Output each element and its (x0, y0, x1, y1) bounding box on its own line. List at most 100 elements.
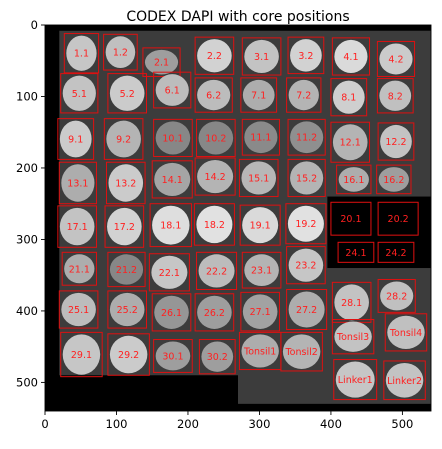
core-tissue (197, 79, 231, 111)
core-box (241, 251, 282, 289)
core-box (196, 118, 236, 158)
core-box (148, 253, 190, 292)
core-tissue (152, 205, 190, 245)
core-box (287, 118, 326, 156)
core-25-1: 25.1 (58, 290, 99, 329)
core-tissue (244, 39, 279, 74)
core-label: 29.1 (71, 350, 92, 361)
core-label: Tonsil2 (284, 347, 317, 358)
core-box (107, 333, 150, 376)
core-tissue (332, 80, 365, 114)
core-box (330, 78, 368, 117)
core-3-2: 3.2 (287, 36, 325, 75)
core-21-1: 21.1 (61, 251, 97, 286)
core-3-1: 3.1 (241, 37, 282, 76)
x-tick-label: 400 (320, 417, 342, 431)
core-label: 18.1 (160, 221, 181, 232)
core-tissue (59, 120, 92, 158)
core-tissue (387, 315, 425, 349)
core-label: 5.1 (72, 89, 87, 100)
core-tissue (290, 161, 324, 195)
core-label: 21.1 (69, 264, 90, 275)
core-box (194, 36, 235, 75)
core-tissue (154, 295, 189, 329)
core-label: 3.1 (254, 52, 269, 63)
core-box (376, 40, 416, 77)
core-label: 7.1 (251, 91, 266, 102)
x-tick-label: 500 (391, 417, 413, 431)
core-label: 23.1 (251, 266, 272, 277)
core-label: 15.2 (296, 173, 317, 184)
chart-title: CODEX DAPI with core positions (126, 9, 349, 25)
core-box (151, 293, 192, 332)
core-6-2: 6.2 (194, 77, 233, 113)
core-tissue (198, 254, 235, 288)
core-box (330, 201, 372, 236)
core-box (193, 203, 235, 246)
empty-left-strip (45, 25, 60, 411)
core-box (241, 37, 282, 76)
empty-region (327, 196, 431, 269)
core-box (104, 205, 145, 248)
core-label: 11.2 (296, 133, 317, 144)
core-tissue (105, 36, 136, 69)
core-20-1: 20.1 (330, 201, 372, 236)
core-box (287, 36, 325, 75)
core-tissue (378, 167, 409, 192)
core-box (377, 241, 415, 263)
core-linker2: Linker2 (383, 360, 426, 401)
core-label: 25.1 (68, 305, 89, 316)
core-label: 23.2 (295, 261, 316, 272)
y-tick-label: 400 (16, 304, 38, 318)
core-box (333, 359, 378, 401)
core-label: 8.2 (388, 91, 403, 102)
core-label: 25.2 (117, 305, 138, 316)
core-label: 7.2 (296, 91, 311, 102)
core-box (285, 203, 327, 245)
core-box (153, 118, 193, 158)
core-20-2: 20.2 (377, 201, 419, 236)
x-axis: 0 100 200 300 400 500 (41, 411, 413, 431)
core-19-1: 19.1 (239, 204, 281, 246)
core-label: 13.1 (67, 178, 88, 189)
core-label: Tonsil3 (336, 332, 369, 343)
core-box (239, 204, 281, 246)
core-2-1: 2.1 (142, 47, 181, 77)
core-1-1: 1.1 (63, 33, 100, 74)
core-label: 27.1 (250, 307, 271, 318)
core-box (238, 158, 279, 198)
core-29-1: 29.1 (60, 331, 103, 378)
core-label: 26.1 (161, 308, 182, 319)
core-label: 22.1 (159, 268, 180, 279)
core-tissue (335, 361, 375, 398)
x-tick-label: 0 (41, 417, 48, 431)
core-box (377, 201, 419, 236)
core-tissue (241, 334, 279, 368)
core-16-2: 16.2 (376, 164, 412, 195)
core-tissue (109, 335, 148, 374)
core-label: 4.2 (388, 54, 403, 65)
core-tissue (332, 124, 368, 161)
core-tissue (155, 121, 191, 155)
core-label: 17.2 (114, 222, 135, 233)
core-box (376, 164, 412, 195)
core-tonsil3: Tonsil3 (331, 319, 375, 355)
core-tissue (288, 79, 319, 111)
core-label: 20.2 (388, 214, 409, 225)
core-box (376, 78, 414, 114)
y-axis: 0 100 200 300 400 500 (16, 18, 45, 389)
core-9-1: 9.1 (57, 118, 95, 160)
core-15-1: 15.1 (238, 158, 279, 198)
core-5-2: 5.2 (107, 73, 148, 114)
core-tissue (196, 205, 233, 244)
core-box (194, 293, 235, 332)
core-tissue (334, 39, 368, 74)
core-tissue (59, 207, 95, 246)
core-label: 30.1 (162, 351, 183, 362)
core-box (57, 205, 97, 248)
x-tick-label: 100 (106, 417, 128, 431)
core-tissue (155, 74, 189, 106)
core-label: 2.2 (207, 51, 222, 62)
core-tissue (244, 121, 278, 154)
core-24-1: 24.1 (337, 241, 375, 263)
